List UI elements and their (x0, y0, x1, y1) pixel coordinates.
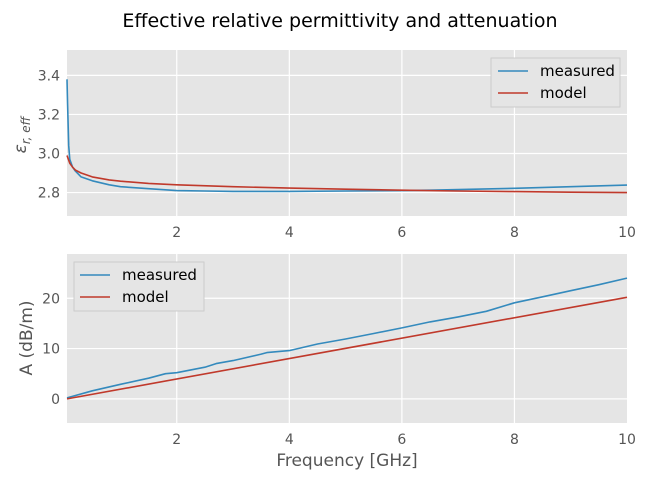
attenuation-legend: measured model (73, 261, 205, 312)
permittivity-x-tick-label: 6 (397, 225, 406, 241)
attenuation-x-tick-label: 2 (172, 432, 181, 448)
attenuation-legend-box (73, 261, 205, 312)
attenuation-model-line (66, 296, 628, 400)
permittivity-x-tick-label: 8 (510, 225, 519, 241)
permittivity-x-tick-label: 4 (285, 225, 294, 241)
attenuation-x-tick-label: 4 (285, 432, 294, 448)
figure-title: Effective relative permittivity and atte… (122, 10, 557, 32)
attenuation-plot: 2 4 6 8 10 0 10 20 A (dB/m) Frequency [GHz] me… (17, 254, 636, 471)
attenuation-legend-measured-label: measured (122, 266, 197, 284)
attenuation-legend-model-label: model (122, 288, 169, 306)
attenuation-measured-line (66, 277, 628, 399)
permittivity-legend-model-label: model (540, 84, 587, 102)
permittivity-y-axis-label: εr, eff (11, 115, 33, 153)
permittivity-series (66, 79, 628, 194)
attenuation-y-tick-label: 10 (42, 342, 60, 358)
permittivity-model-line (66, 155, 628, 194)
permittivity-y-tick-label: 2.8 (38, 186, 60, 202)
permittivity-x-ticks: 2 4 6 8 10 (172, 225, 636, 241)
permittivity-legend-box (490, 57, 621, 108)
attenuation-x-axis-label: Frequency [GHz] (276, 451, 417, 471)
attenuation-x-tick-label: 6 (397, 432, 406, 448)
permittivity-x-tick-label: 10 (618, 225, 636, 241)
attenuation-series (66, 277, 628, 400)
permittivity-legend-measured-label: measured (540, 62, 615, 80)
attenuation-y-tick-label: 0 (51, 392, 60, 408)
attenuation-y-axis-label: A (dB/m) (17, 300, 37, 375)
permittivity-legend: measured model (490, 57, 621, 108)
permittivity-x-tick-label: 2 (172, 225, 181, 241)
permittivity-plot: 2 4 6 8 10 2.8 3.0 3.2 3.4 εr, eff measured mod… (11, 50, 636, 241)
permittivity-y-tick-label: 3.2 (38, 107, 60, 123)
attenuation-y-ticks: 0 10 20 (42, 291, 60, 408)
permittivity-measured-line (66, 79, 628, 193)
permittivity-y-tick-label: 3.0 (38, 147, 60, 163)
permittivity-y-ticks: 2.8 3.0 3.2 3.4 (38, 68, 60, 201)
attenuation-x-tick-label: 10 (618, 432, 636, 448)
attenuation-x-tick-label: 8 (510, 432, 519, 448)
attenuation-y-tick-label: 20 (42, 291, 60, 307)
permittivity-y-tick-label: 3.4 (38, 68, 60, 84)
attenuation-x-ticks: 2 4 6 8 10 (172, 432, 636, 448)
